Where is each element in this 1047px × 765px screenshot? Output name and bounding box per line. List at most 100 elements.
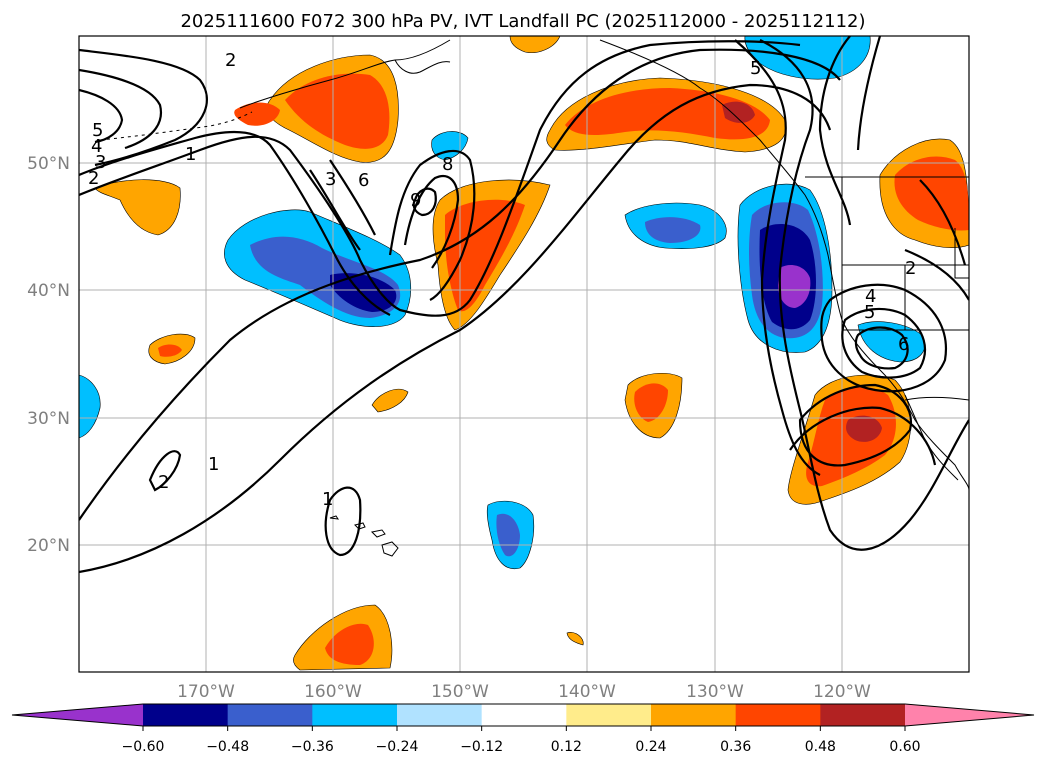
contour-label-17: 6 (898, 334, 909, 355)
lat-tick-50: 50°N (27, 154, 70, 174)
contour-14 (734, 39, 821, 476)
contour-13 (759, 39, 969, 551)
colorbar-segment (397, 704, 483, 726)
contour-2 (79, 88, 124, 144)
colorbar: −0.60 −0.48 −0.36 −0.24 −0.12 0.12 0.24 0.36 0.4… (11, 703, 1035, 755)
lon-tick-170w: 170°W (177, 682, 235, 702)
shade-pos-sw-peak (846, 415, 882, 442)
shade-pos-small (371, 388, 409, 413)
shade-pos-tiny (566, 632, 584, 646)
contour-label-15: 4 (865, 286, 876, 307)
coast-aleutians (99, 111, 253, 141)
colorbar-tick-label: 0.12 (551, 739, 582, 755)
contour-label-11: 1 (208, 454, 219, 475)
contour-10 (79, 83, 832, 574)
contour-8 (412, 187, 437, 217)
lon-tick-120w: 120°W (813, 682, 871, 702)
colorbar-segment (143, 704, 229, 726)
shade-pos-south-core (325, 623, 374, 665)
contour-labels: 2 5 4 3 2 1 3 6 8 9 2 1 1 5 2 4 5 6 (88, 50, 916, 510)
contour-label-6: 3 (325, 169, 336, 190)
contour-12 (324, 486, 362, 557)
ivt-contours (79, 36, 969, 574)
colorbar-tick-label: −0.60 (122, 739, 165, 755)
contour-16 (820, 283, 948, 393)
colorbar-segment (566, 704, 652, 726)
coast-hawaii (329, 515, 399, 557)
contour-0 (79, 48, 208, 167)
shade-neg-mid-core (645, 217, 701, 243)
contour-label-2: 4 (91, 136, 102, 157)
contour-15 (818, 36, 882, 226)
colorbar-segment (820, 704, 906, 726)
contour-19 (798, 383, 913, 467)
lon-tick-140w: 140°W (558, 682, 616, 702)
shade-pos-west (94, 179, 181, 236)
shade-neg-east-peak (778, 265, 811, 308)
contour-label-1: 5 (92, 120, 103, 141)
contour-5 (309, 159, 376, 251)
colorbar-tick-label: −0.12 (460, 739, 503, 755)
colorbar-tick-label: −0.48 (206, 739, 249, 755)
colorbar-extend-max (905, 704, 1034, 726)
contour-21 (904, 179, 969, 301)
shade-neg-west-edge (79, 374, 101, 439)
contour-9 (79, 48, 841, 521)
coast-mexico (904, 396, 969, 401)
coast-north-america (599, 39, 969, 491)
contour-label-14: 2 (905, 258, 916, 279)
colorbar-segment (312, 704, 398, 726)
colorbar-extend-min (12, 704, 143, 726)
contour-label-0: 2 (225, 50, 236, 71)
colorbar-tick-label: 0.24 (635, 739, 666, 755)
contour-label-12: 1 (322, 489, 333, 510)
contour-label-7: 6 (358, 170, 369, 191)
graticule (79, 36, 969, 672)
lat-tick-30: 30°N (27, 409, 70, 429)
shade-pos-mid-e-core (634, 383, 668, 422)
contour-17 (841, 307, 927, 379)
colorbar-segment (651, 704, 737, 726)
colorbar-segment (227, 704, 313, 726)
shade-neg-hawaii-core (496, 513, 520, 557)
contour-label-9: 9 (410, 190, 421, 211)
contour-label-8: 8 (442, 154, 453, 175)
colorbar-segment (481, 704, 567, 726)
colorbar-tick-label: 0.36 (720, 739, 751, 755)
colorbar-tick-label: 0.60 (889, 739, 920, 755)
contour-20 (789, 406, 937, 466)
contour-label-4: 2 (88, 168, 99, 189)
border-states (841, 177, 969, 331)
colorbar-segment (735, 704, 821, 726)
shade-pos-alaska-core (285, 73, 390, 149)
shade-pos-mid-w-core (158, 344, 182, 357)
contour-6 (388, 149, 476, 301)
contour-label-16: 5 (864, 302, 875, 323)
lat-tick-40: 40°N (27, 281, 70, 301)
lat-tick-labels: 50°N 40°N 30°N 20°N (27, 154, 70, 556)
contour-label-13: 5 (750, 58, 761, 79)
map-title: 2025111600 F072 300 hPa PV, IVT Landfall… (180, 11, 865, 32)
contour-7 (403, 174, 460, 269)
map-panel: 2 5 4 3 2 1 3 6 8 9 2 1 1 5 2 4 5 6 (79, 36, 969, 672)
contour-11 (148, 450, 182, 492)
lon-tick-160w: 160°W (304, 682, 362, 702)
contour-4 (79, 131, 391, 316)
contour-3 (79, 40, 801, 317)
colorbar-tick-label: −0.24 (376, 739, 419, 755)
colorbar-tick-label: −0.36 (291, 739, 334, 755)
contour-1 (79, 68, 163, 150)
contour-label-5: 1 (185, 144, 196, 165)
shade-neg-central-core (330, 273, 397, 312)
contour-label-10: 2 (158, 472, 169, 493)
contour-label-3: 3 (95, 152, 106, 173)
shade-pos-alaska-west (234, 102, 280, 126)
lon-tick-labels: 170°W 160°W 150°W 140°W 130°W 120°W (177, 682, 871, 702)
colorbar-tick-label: 0.48 (805, 739, 836, 755)
shade-pos-bc-peak (722, 101, 755, 123)
map-background (79, 36, 969, 672)
lon-tick-130w: 130°W (686, 682, 744, 702)
pv-shading (79, 36, 969, 671)
contour-18 (854, 326, 909, 370)
